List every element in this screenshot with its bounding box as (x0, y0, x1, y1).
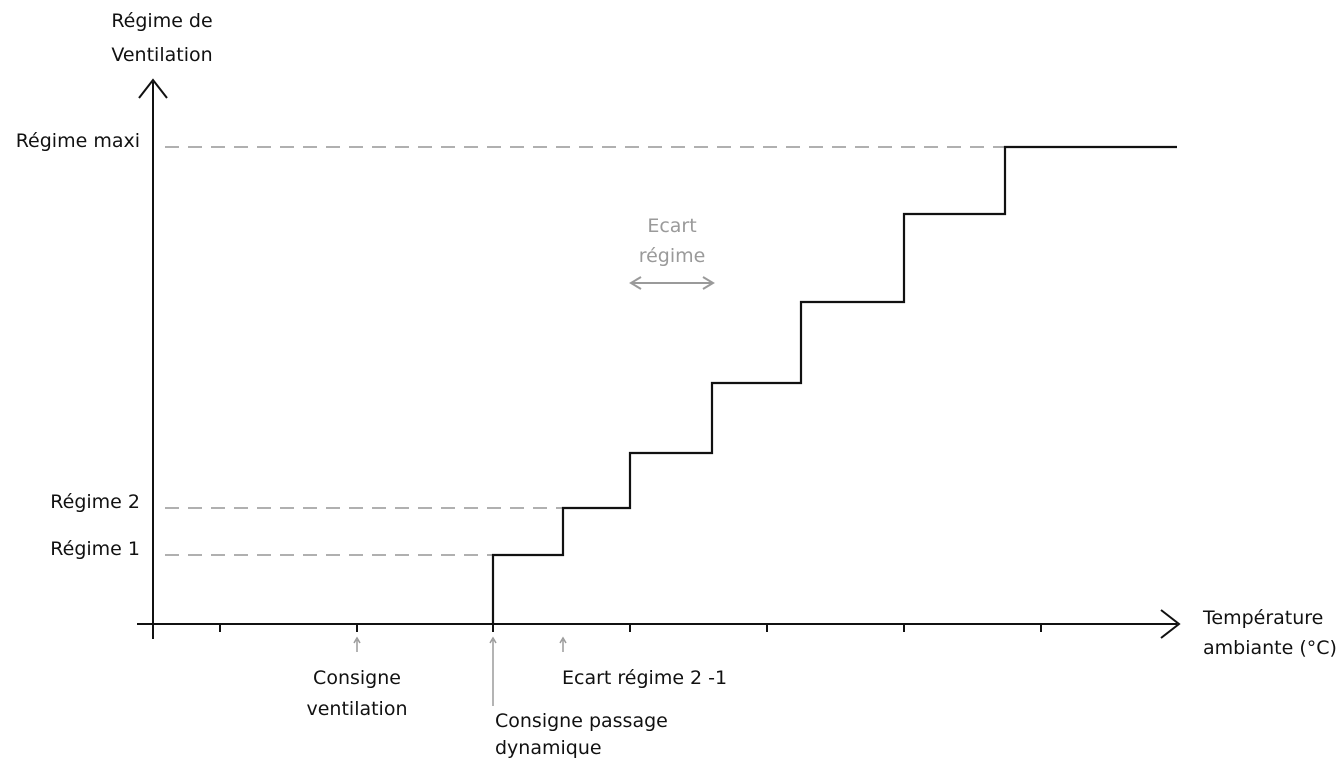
x-axis-title-line2: ambiante (°C) (1203, 637, 1337, 659)
ecart-regime-label-line2: régime (639, 245, 706, 267)
consigne-ventilation-line2: ventilation (306, 698, 407, 720)
marker-arrows (353, 636, 567, 706)
ecart-regime-double-arrow (629, 276, 715, 290)
level-label-maxi: Régime maxi (16, 130, 140, 152)
regime-staircase-curve (491, 145, 1177, 624)
consigne-ventilation-line1: Consigne (313, 667, 401, 689)
x-axis-ticks (219, 624, 1042, 632)
consigne-passage-line2: dynamique (495, 737, 602, 758)
ecart-regime-label-line1: Ecart (647, 215, 696, 237)
level-label-regime1: Régime 1 (50, 538, 140, 560)
level-label-regime2: Régime 2 (50, 491, 140, 513)
marker-arrow-ecart-regime-2-1 (559, 636, 567, 652)
y-axis-title-line2: Ventilation (111, 44, 212, 66)
marker-arrow-consigne-ventilation (353, 636, 361, 652)
x-axis-arrowhead (1160, 609, 1181, 639)
y-axis-arrowhead (138, 78, 168, 99)
ecart-regime-2-1-label: Ecart régime 2 -1 (562, 667, 727, 689)
consigne-passage-line1: Consigne passage (495, 710, 668, 732)
marker-arrow-consigne-passage (489, 636, 497, 706)
x-axis-title-line1: Température (1202, 607, 1323, 629)
y-axis-title-line1: Régime de (111, 10, 212, 32)
